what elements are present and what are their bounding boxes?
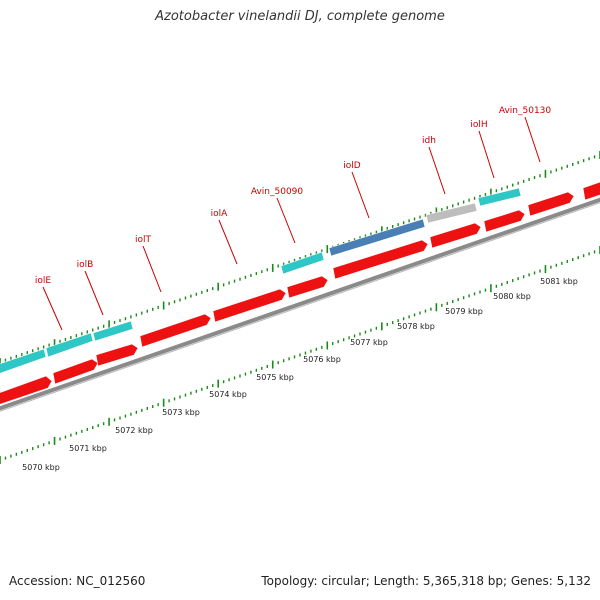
kbp-label: 5077 kbp bbox=[350, 338, 388, 347]
kbp-label: 5081 kbp bbox=[540, 277, 578, 286]
gene-reverse-8[interactable] bbox=[429, 222, 482, 249]
gene-forward-5[interactable] bbox=[477, 187, 522, 207]
gene-forward-2[interactable] bbox=[45, 332, 94, 358]
leader-idh bbox=[428, 146, 446, 195]
gene-forward-idh[interactable] bbox=[425, 202, 478, 224]
kbp-label: 5071 kbp bbox=[69, 444, 107, 453]
map-title: Azotobacter vinelandii DJ, complete geno… bbox=[155, 9, 445, 24]
leader-Avin_50090 bbox=[276, 197, 296, 244]
gene-label-iolB[interactable]: iolB bbox=[77, 260, 94, 270]
gene-label-idh[interactable]: idh bbox=[422, 136, 436, 146]
gene-reverse-11[interactable] bbox=[582, 180, 600, 201]
accession-info: Accession: NC_012560 bbox=[9, 574, 146, 588]
gene-reverse-4[interactable] bbox=[139, 313, 212, 348]
leader-iolH bbox=[478, 130, 495, 179]
position-labels: 5070 kbp 5071 kbp 5072 kbp 5073 kbp 5074… bbox=[22, 277, 578, 472]
gene-label-iolH[interactable]: iolH bbox=[470, 120, 487, 130]
leader-Avin_50130 bbox=[524, 116, 541, 163]
gene-reverse-9[interactable] bbox=[483, 209, 526, 233]
kbp-label: 5080 kbp bbox=[493, 292, 531, 301]
gene-label-Avin_50090[interactable]: Avin_50090 bbox=[251, 187, 304, 197]
gene-forward-4[interactable] bbox=[280, 251, 325, 275]
reverse-strand-genes bbox=[0, 180, 600, 405]
gene-forward-iolD[interactable] bbox=[328, 218, 426, 257]
kbp-label: 5072 kbp bbox=[115, 426, 153, 435]
genome-backbone bbox=[0, 197, 600, 411]
gene-reverse-10[interactable] bbox=[527, 191, 575, 217]
kbp-label: 5078 kbp bbox=[397, 322, 435, 331]
gene-label-iolE[interactable]: iolE bbox=[35, 276, 52, 286]
gene-reverse-2[interactable] bbox=[52, 358, 99, 385]
leader-iolB bbox=[84, 270, 104, 316]
gene-reverse-1[interactable] bbox=[0, 375, 53, 405]
genome-backbone-shadow bbox=[0, 202, 600, 412]
leader-iolE bbox=[42, 286, 63, 331]
gene-reverse-7[interactable] bbox=[332, 239, 429, 280]
kbp-label: 5075 kbp bbox=[256, 373, 294, 382]
tick-row-lower bbox=[0, 246, 600, 464]
gene-label-Avin_50130[interactable]: Avin_50130 bbox=[499, 106, 552, 116]
gene-label-iolT[interactable]: iolT bbox=[135, 235, 152, 245]
forward-strand-genes bbox=[0, 187, 522, 374]
gene-reverse-5[interactable] bbox=[212, 288, 287, 323]
gene-label-iolD[interactable]: iolD bbox=[343, 161, 361, 171]
kbp-label: 5079 kbp bbox=[445, 307, 483, 316]
gene-reverse-6[interactable] bbox=[286, 275, 329, 299]
leader-iolD bbox=[351, 171, 370, 219]
leader-iolT bbox=[142, 245, 162, 293]
gene-reverse-3[interactable] bbox=[95, 343, 139, 367]
gene-label-leaders bbox=[42, 116, 541, 331]
topology-info: Topology: circular; Length: 5,365,318 bp… bbox=[261, 574, 591, 588]
kbp-label: 5074 kbp bbox=[209, 390, 247, 399]
gene-forward-1[interactable] bbox=[0, 348, 47, 374]
kbp-label: 5076 kbp bbox=[303, 355, 341, 364]
gene-forward-3[interactable] bbox=[92, 320, 134, 342]
kbp-label: 5070 kbp bbox=[22, 463, 60, 472]
gene-labels: iolE iolB iolT iolA Avin_50090 iolD idh … bbox=[35, 106, 552, 286]
kbp-label: 5073 kbp bbox=[162, 408, 200, 417]
leader-iolA bbox=[218, 219, 238, 265]
gene-label-iolA[interactable]: iolA bbox=[211, 209, 229, 219]
